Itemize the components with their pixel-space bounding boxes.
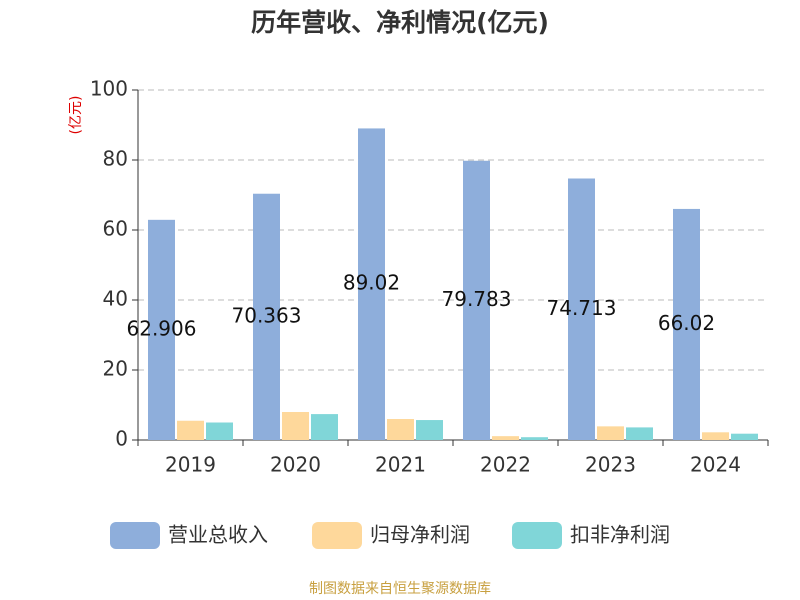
y-tick-label: 20 [103, 357, 128, 381]
legend-label: 归母净利润 [370, 523, 470, 547]
bar [492, 436, 519, 440]
chart-title: 历年营收、净利情况(亿元) [251, 8, 549, 37]
x-tick-label: 2019 [165, 453, 216, 477]
legend-label: 营业总收入 [168, 523, 268, 547]
legend-swatch [512, 522, 562, 549]
legend-swatch [110, 522, 160, 549]
legend-swatch [312, 522, 362, 549]
x-tick-label: 2022 [480, 453, 531, 477]
bar [311, 414, 338, 440]
bar [626, 427, 653, 440]
bar [673, 208, 700, 440]
data-label: 62.906 [127, 316, 197, 340]
bar [206, 422, 233, 440]
x-tick-label: 2021 [375, 453, 426, 477]
x-tick-label: 2023 [585, 453, 636, 477]
x-tick-label: 2020 [270, 453, 321, 477]
y-tick-label: 60 [103, 217, 128, 241]
data-label: 70.363 [232, 303, 302, 327]
y-tick-label: 40 [103, 287, 128, 311]
data-label: 79.783 [442, 287, 512, 311]
data-label: 89.02 [343, 271, 400, 295]
bar [416, 420, 443, 440]
data-label: 74.713 [547, 296, 617, 320]
bar [702, 432, 729, 440]
y-tick-label: 100 [90, 77, 128, 101]
bar [463, 160, 490, 440]
bar [568, 178, 595, 440]
legend-label: 扣非净利润 [570, 523, 670, 547]
bar [731, 433, 758, 440]
bar [597, 426, 624, 440]
y-tick-label: 0 [115, 427, 128, 451]
y-tick-label: 80 [103, 147, 128, 171]
y-axis-label: (亿元) [68, 96, 84, 135]
data-label: 66.02 [658, 311, 715, 335]
bar [387, 419, 414, 440]
bar [521, 437, 548, 440]
bar [253, 193, 280, 440]
bar [177, 420, 204, 440]
x-tick-label: 2024 [690, 453, 741, 477]
bar [282, 412, 309, 440]
source-note: 制图数据来自恒生聚源数据库 [309, 581, 491, 597]
bar [148, 219, 175, 440]
bar [358, 128, 385, 440]
